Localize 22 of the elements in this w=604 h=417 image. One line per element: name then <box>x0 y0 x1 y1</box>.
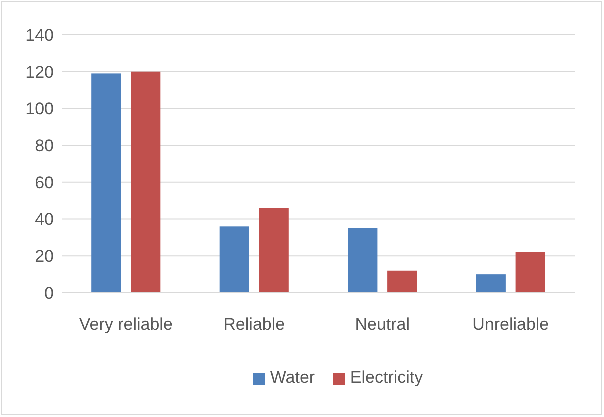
bar <box>388 270 418 293</box>
legend-label: Water <box>270 368 316 387</box>
bar <box>131 72 161 293</box>
y-tick-label: 120 <box>26 62 54 82</box>
bar <box>92 74 122 293</box>
x-tick-label: Very reliable <box>79 315 173 334</box>
y-tick-label: 140 <box>26 26 54 45</box>
bar <box>516 252 546 293</box>
y-tick-label: 60 <box>35 173 54 192</box>
bar <box>476 274 506 293</box>
x-tick-label: Neutral <box>355 315 410 334</box>
bar <box>259 208 289 293</box>
y-tick-label: 20 <box>35 247 54 266</box>
legend-label: Electricity <box>350 368 424 387</box>
bar <box>348 228 378 293</box>
y-tick-label: 80 <box>35 136 54 156</box>
y-tick-label: 0 <box>44 284 54 303</box>
y-tick-label: 40 <box>35 210 54 230</box>
x-tick-label: Unreliable <box>472 315 550 334</box>
bar <box>220 226 250 293</box>
y-tick-label: 100 <box>26 100 54 119</box>
x-tick-label: Reliable <box>224 315 286 334</box>
